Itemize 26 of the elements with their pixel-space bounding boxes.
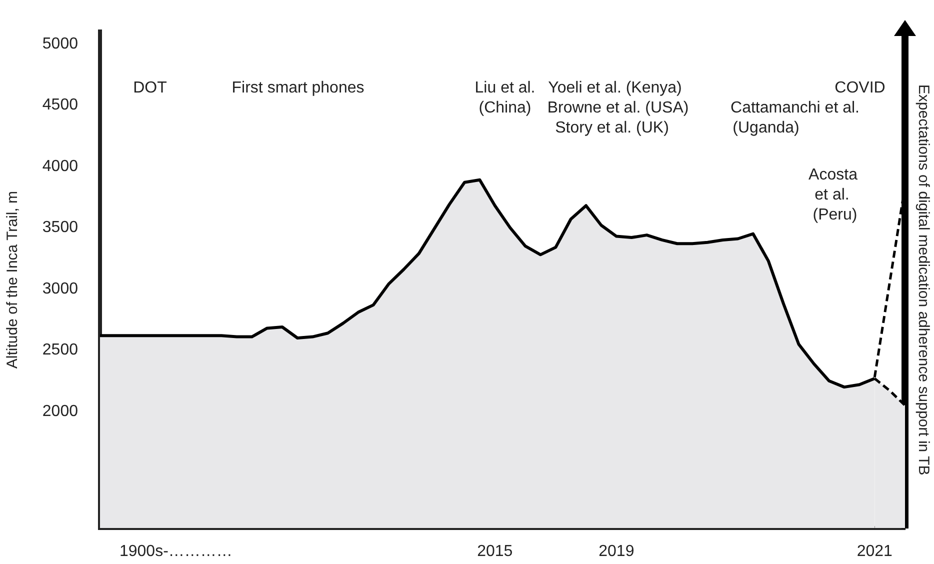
x-tick-label: 1900s-………… (119, 543, 232, 560)
y-axis-title: Altitude of the Inca Trail, m (4, 191, 22, 369)
x-tick-label: 2019 (598, 543, 634, 560)
annotation: Acosta (808, 166, 858, 184)
y-tick-label: 4000 (42, 158, 78, 175)
y-tick-label: 3500 (42, 219, 78, 236)
annotation: DOT (133, 79, 168, 96)
annotation: First smart phones (232, 79, 364, 96)
annotation: (Peru) (812, 206, 858, 224)
y-tick-label: 5000 (42, 35, 78, 52)
annotation: (China) (478, 99, 532, 116)
annotation: COVID (834, 79, 886, 96)
annotation: Story et al. (UK) (555, 119, 669, 136)
annotation: Cattamanchi et al. (730, 99, 860, 116)
annotation: et al. (814, 186, 850, 204)
x-tick-label: 2021 (856, 543, 893, 560)
annotation: Yoeli et al. (Kenya) (548, 79, 682, 96)
y-tick-label: 2000 (42, 402, 78, 420)
y-tick-label: 4500 (42, 96, 78, 114)
annotation: (Uganda) (732, 119, 800, 136)
annotation: Liu et al. (474, 79, 536, 96)
y-tick-label: 3000 (42, 280, 78, 298)
x-tick-label: 2015 (477, 543, 513, 560)
y2-axis-title: Expectations of digital medication adherence support in TB (914, 84, 932, 476)
y-tick-label: 2500 (42, 342, 78, 359)
annotation: Browne et al. (USA) (547, 99, 689, 116)
